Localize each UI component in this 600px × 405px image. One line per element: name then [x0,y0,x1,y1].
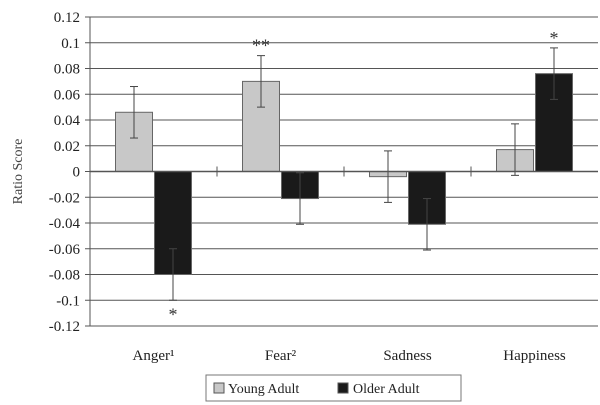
legend-swatch-young-adult [213,382,225,394]
category-label: Anger¹ [133,348,175,364]
y-tick-label: 0.04 [54,113,81,129]
category-label: Fear² [265,348,297,364]
x-axis-categories: Anger¹ Fear² Sadness Happiness [133,166,566,364]
error-bars [130,47,558,301]
y-tick-label: -0.06 [49,242,81,258]
legend-swatch-older-adult [337,382,349,394]
y-tick-label: 0 [73,165,81,181]
y-axis-label: Ratio Score [11,139,26,205]
y-axis-ticks: -0.12 -0.1 -0.08 -0.06 -0.04 -0.02 0 0.02 0.04 0.… [49,10,90,335]
legend: Young Adult Older Adult [205,374,462,402]
significance-marker: ** [252,36,270,56]
y-tick-label: -0.1 [56,293,80,309]
y-tick-label: -0.02 [49,190,80,206]
significance-marker: * [550,28,559,48]
y-tick-label: -0.04 [49,216,81,232]
category-label: Sadness [383,348,431,364]
significance-marker: * [169,304,178,324]
y-tick-label: 0.12 [54,10,80,26]
y-tick-label: 0.08 [54,62,80,78]
legend-label-older-adult: Older Adult [353,382,420,397]
legend-label-young-adult: Young Adult [228,382,299,397]
y-tick-label: 0.1 [61,36,80,52]
y-tick-label: -0.12 [49,319,80,335]
y-tick-label: -0.08 [49,268,80,284]
category-label: Happiness [503,348,566,364]
annotations: *** * [169,28,559,324]
y-tick-label: 0.02 [54,139,80,155]
legend-frame [205,374,462,402]
y-tick-label: 0.06 [54,87,81,103]
